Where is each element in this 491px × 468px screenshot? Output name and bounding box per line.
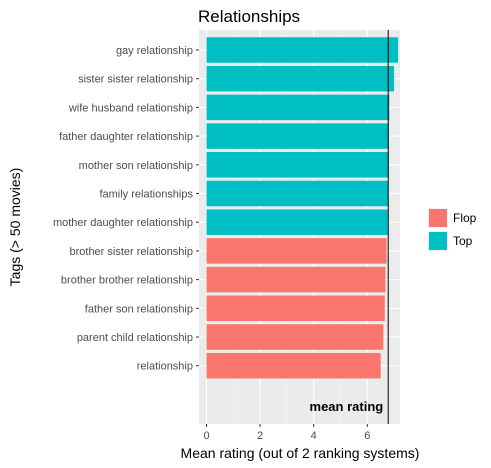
x-tick-label: 2 — [257, 430, 263, 442]
y-tick-label: sister sister relationship — [78, 74, 193, 86]
bar-parent-child-relationship — [206, 324, 384, 350]
bar-brother-sister-relationship — [206, 238, 387, 264]
y-tick-label: parent child relationship — [77, 332, 193, 344]
bar-mother-daughter-relationship — [206, 209, 388, 235]
bar-relationship — [206, 352, 381, 379]
legend-swatch-top — [429, 232, 447, 250]
bar-brother-brother-relationship — [206, 266, 386, 293]
legend-swatch-flop — [429, 209, 447, 227]
y-tick-label: father daughter relationship — [59, 131, 193, 143]
y-axis-title: Tags (> 50 movies) — [7, 168, 23, 287]
bar-sister-sister-relationship — [206, 65, 395, 92]
mean-rating-label: mean rating — [310, 399, 384, 414]
y-tick-label: brother brother relationship — [61, 275, 193, 287]
bar-father-son-relationship — [206, 295, 385, 322]
chart-title: Relationships — [198, 7, 300, 26]
x-tick-label: 0 — [203, 430, 209, 442]
bar-family-relationships — [206, 180, 389, 207]
x-tick-label: 6 — [364, 430, 370, 442]
bar-wife-husband-relationship — [206, 94, 390, 121]
bar-gay-relationship — [206, 37, 399, 63]
legend-label-top: Top — [453, 234, 473, 248]
x-tick-label: 4 — [311, 430, 317, 442]
y-tick-label: family relationships — [99, 189, 193, 201]
y-tick-label: gay relationship — [116, 45, 193, 57]
legend-label-flop: Flop — [453, 211, 477, 225]
y-tick-label: mother daughter relationship — [53, 217, 193, 229]
bar-mother-son-relationship — [206, 152, 389, 178]
y-tick-label: mother son relationship — [79, 160, 193, 172]
legend: Flop Top — [428, 208, 477, 251]
y-tick-label: wife husband relationship — [68, 102, 193, 114]
y-tick-label: brother sister relationship — [69, 246, 193, 258]
y-tick-label: father son relationship — [85, 303, 193, 315]
x-axis-title: Mean rating (out of 2 ranking systems) — [181, 445, 420, 461]
bar-father-daughter-relationship — [206, 123, 389, 149]
y-tick-label: relationship — [137, 361, 193, 373]
